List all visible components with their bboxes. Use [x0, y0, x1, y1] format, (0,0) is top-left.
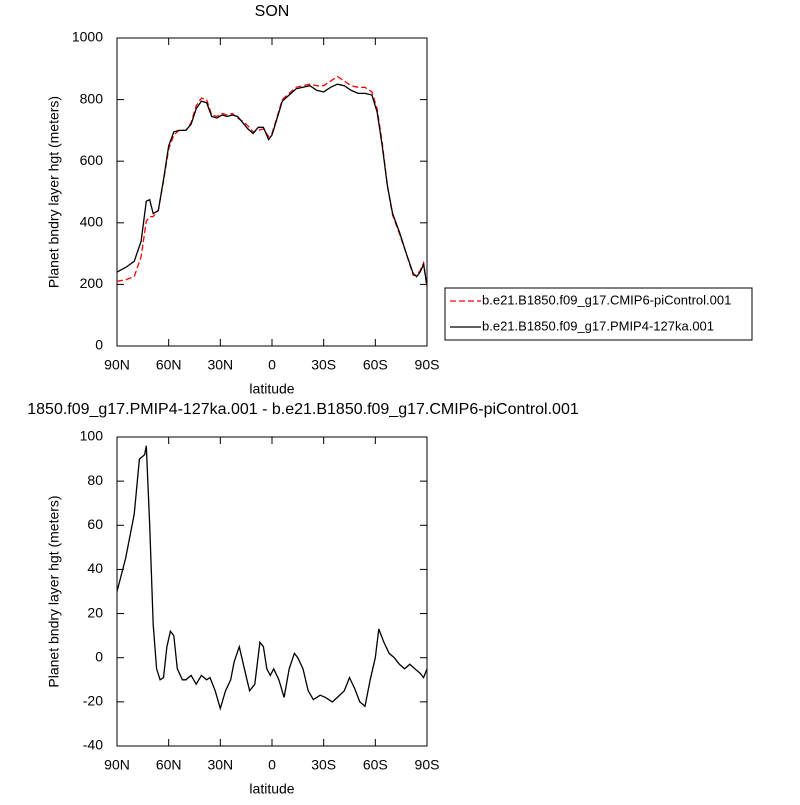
x-tick-label: 30S: [311, 357, 336, 373]
x-tick-label: 90N: [104, 357, 130, 373]
x-tick-label: 90S: [415, 757, 440, 773]
y-tick-label: 100: [80, 428, 104, 444]
legend-label: b.e21.B1850.f09_g17.CMIP6-piControl.001: [482, 292, 731, 307]
y-axis-label: Planet bndry layer hgt (meters): [46, 96, 62, 288]
x-axis-label: latitude: [249, 781, 294, 797]
x-tick-label: 60N: [156, 757, 182, 773]
y-tick-label: 40: [87, 560, 103, 576]
y-tick-label: 20: [87, 604, 103, 620]
plot-frame: [116, 436, 428, 747]
y-axis-label: Planet bndry layer hgt (meters): [46, 495, 62, 687]
y-tick-label: -40: [83, 737, 103, 753]
x-tick-label: 0: [268, 757, 276, 773]
data-line: [116, 445, 428, 711]
x-tick-label: 60S: [363, 757, 388, 773]
y-tick-label: 60: [87, 516, 103, 532]
y-tick-label: -20: [83, 693, 103, 709]
plot-frame: [116, 37, 428, 347]
x-tick-label: 60N: [156, 357, 182, 373]
x-tick-label: 30S: [311, 757, 336, 773]
data-line: [116, 83, 428, 287]
chart-title: SON: [255, 3, 290, 20]
legend-box: [444, 287, 753, 341]
x-tick-label: 30N: [207, 757, 233, 773]
y-tick-label: 1000: [72, 29, 103, 45]
y-tick-label: 0: [95, 337, 103, 353]
y-tick-label: 80: [87, 472, 103, 488]
x-tick-label: 30N: [207, 357, 233, 373]
y-tick-label: 200: [80, 275, 104, 291]
x-tick-label: 90S: [415, 357, 440, 373]
y-tick-label: 0: [95, 648, 103, 664]
y-tick-label: 800: [80, 90, 104, 106]
x-axis-label: latitude: [249, 381, 294, 397]
legend-label: b.e21.B1850.f09_g17.PMIP4-127ka.001: [482, 318, 714, 333]
x-tick-label: 60S: [363, 357, 388, 373]
x-tick-label: 90N: [104, 757, 130, 773]
x-tick-label: 0: [268, 357, 276, 373]
y-tick-label: 600: [80, 152, 104, 168]
y-tick-label: 400: [80, 214, 104, 230]
chart-title: 1850.f09_g17.PMIP4-127ka.001 - b.e21.B18…: [27, 401, 579, 418]
